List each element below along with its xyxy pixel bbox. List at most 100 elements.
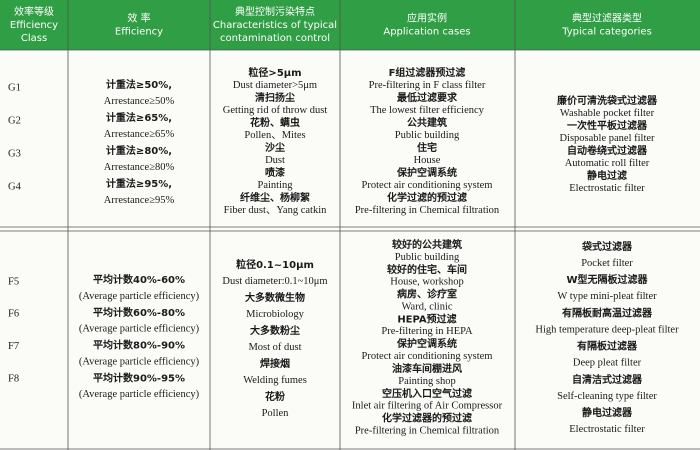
cell-text: G2 [8, 115, 21, 126]
cell-text: Pre-filtering in Chemical filtration [355, 205, 500, 216]
cell-text: G4 [8, 181, 22, 192]
cell-text: Electrostatic filter [569, 183, 645, 194]
cell-text: 沙尘 [265, 141, 285, 154]
cell-text: 最低过滤要求 [397, 91, 458, 104]
header-text: 典型过滤器类型 [572, 12, 642, 25]
cell-text: House [414, 155, 441, 166]
cell-text: Fiber dust、Yang catkin [224, 205, 328, 216]
cell-text: 花粉 [265, 390, 285, 403]
cell-text: F5 [8, 276, 19, 287]
cell-text: 喷漆 [265, 166, 285, 179]
cell-text: Disposable panel filter [559, 133, 655, 144]
header-text: 效率等级 [14, 5, 54, 18]
header-text: Characteristics of typical [213, 20, 337, 31]
cell-text: 自动卷绕式过滤器 [567, 144, 648, 157]
cell-text: 空压机入口空气过滤 [382, 387, 472, 400]
cell-text: Pollen [262, 408, 290, 419]
cell-text: F8 [8, 373, 19, 384]
cell-text: W type mini-pleat filter [557, 291, 657, 302]
cell-text: 纤维尘、杨柳絮 [240, 191, 310, 204]
cell-text: Arrestance≥95% [104, 195, 175, 206]
cell-text: 静电过滤 [587, 169, 627, 182]
header-text: Application cases [383, 27, 470, 38]
cell-text: F7 [8, 341, 19, 352]
cell-text: 公共建筑 [407, 116, 447, 129]
cell-text: Inlet air filtering of Air Compressor [352, 401, 503, 412]
cell-text: 大多数粉尘 [250, 324, 300, 337]
cell-text: 计重法≥50%, [106, 78, 172, 91]
cell-text: 计重法≥80%, [106, 144, 172, 157]
cell-text: (Average particle efficiency) [79, 291, 200, 302]
cell-text: Self-cleaning type filter [557, 391, 657, 402]
cell-text: Protect air conditioning system [362, 351, 493, 362]
cell-text: 廉价可清洗袋式过滤器 [557, 94, 658, 107]
header-band [0, 0, 700, 50]
cell-text: 静电过滤器 [582, 406, 633, 419]
cell-text: 住宅 [417, 141, 437, 154]
cell-text: Arrestance≥80% [104, 162, 175, 173]
cell-text: 自清洁式过滤器 [572, 373, 643, 386]
cell-text: Pre-filtering in Chemical filtration [355, 425, 500, 436]
header-text: 典型控制污染特点 [235, 5, 315, 18]
cell-text: Getting rid of throw dust [223, 105, 327, 116]
cell-text: 平均计数90%-95% [93, 371, 185, 384]
cell-text: Pre-filtering in HEPA [381, 326, 473, 337]
cell-text: 平均计数60%-80% [93, 306, 185, 319]
cell-text: Pocket filter [581, 258, 633, 269]
cell-text: 计重法≥95%, [106, 177, 172, 190]
cell-text: 焊接烟 [260, 357, 290, 370]
cell-text: Painting [257, 180, 293, 191]
cell-text: 油漆车间棚进风 [392, 362, 462, 375]
cell-text: Ward, clinic [401, 301, 452, 312]
header-text: Efficiency [10, 20, 58, 31]
cell-text: 清扫扬尘 [255, 91, 295, 104]
cell-text: G3 [8, 148, 21, 159]
cell-text: 平均计数80%-90% [93, 339, 185, 352]
cell-text: 粒径0.1~10μm [236, 258, 314, 271]
cell-text: Public building [395, 252, 460, 263]
cell-text: F6 [8, 309, 19, 320]
header-text: Efficiency [115, 27, 163, 38]
header-text: 应用实例 [407, 12, 447, 25]
cell-text: Electrostatic filter [569, 424, 645, 435]
cell-text: 化学过滤的预过滤 [387, 191, 467, 204]
cell-text: 平均计数40%-60% [93, 273, 185, 286]
cell-text: Arrestance≥65% [104, 129, 175, 140]
cell-text: Public building [395, 130, 460, 141]
cell-text: High temperature deep-pleat filter [535, 324, 679, 335]
cell-text: 病房、诊疗室 [397, 288, 457, 301]
cell-text: 较好的住宅、车间 [387, 263, 467, 276]
cell-text: Pollen、Mites [244, 130, 305, 141]
cell-text: The lowest filter efficiency [370, 105, 485, 116]
cell-text: 保护空调系统 [396, 166, 457, 179]
cell-text: Most of dust [248, 342, 301, 353]
cell-text: Dust diameter>5μm [233, 80, 317, 91]
header-text: Class [21, 33, 47, 44]
cell-text: 有隔板耐高温过滤器 [562, 306, 653, 319]
cell-text: 花粉、螨虫 [250, 116, 300, 129]
cell-text: G1 [8, 82, 21, 93]
cell-text: House, workshop [390, 277, 464, 288]
cell-text: 保护空调系统 [396, 337, 457, 350]
cell-text: Dust [265, 155, 285, 166]
cell-text: Automatic roll filter [565, 158, 650, 169]
cell-text: 有隔板过滤器 [577, 340, 638, 353]
header-text: Typical categories [561, 27, 652, 38]
cell-text: 计重法≥65%, [106, 111, 172, 124]
cell-text: (Average particle efficiency) [79, 324, 200, 335]
table-body [0, 50, 700, 450]
cell-text: Pre-filtering in F class filter [369, 80, 486, 91]
cell-text: Washable pocket filter [560, 108, 655, 119]
cell-text: HEPA预过滤 [397, 312, 456, 325]
cell-text: Welding fumes [243, 375, 307, 386]
cell-text: Protect air conditioning system [362, 180, 493, 191]
cell-text: Microbiology [246, 309, 304, 320]
cell-text: Dust diameter:0.1~10μm [222, 276, 327, 287]
cell-text: 大多数微生物 [245, 291, 305, 304]
cell-text: 粒径>5μm [248, 66, 301, 79]
cell-text: Painting shop [398, 376, 455, 387]
header-text: 效 率 [127, 12, 150, 25]
cell-text: 一次性平板过滤器 [567, 119, 648, 132]
